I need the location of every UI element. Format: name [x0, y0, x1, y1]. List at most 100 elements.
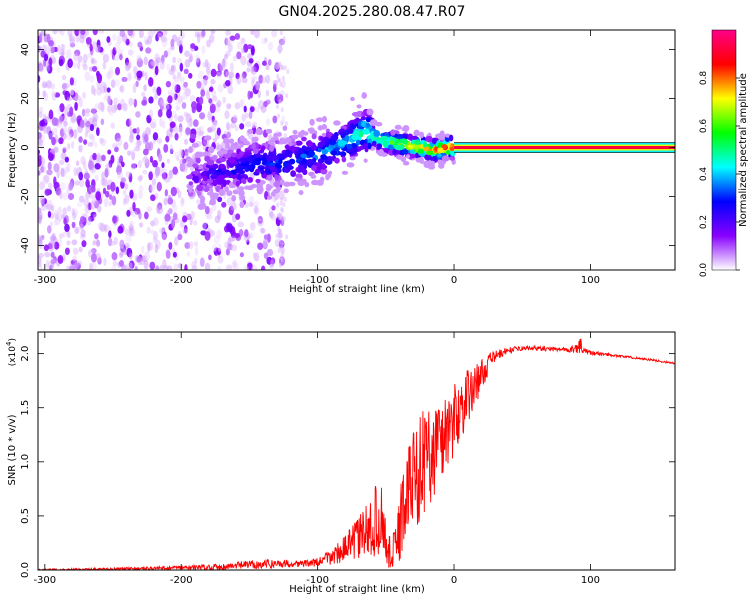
spectrogram-speckle [247, 132, 254, 140]
spectrogram-speckle [281, 215, 285, 221]
spectrogram-speckle [260, 228, 266, 234]
spectrogram-speckle [43, 175, 50, 185]
spectrogram-speckle [116, 171, 123, 179]
spectrogram-speckle [225, 248, 230, 256]
spectrogram-speckle [222, 96, 227, 104]
spectrogram-speckle [170, 186, 177, 197]
spectrogram-speckle [225, 121, 230, 131]
spectrogram-speckle [39, 139, 45, 150]
spectrogram-speckle [206, 89, 211, 100]
spectrogram-ridge-point [294, 150, 299, 156]
spectrogram-speckle [87, 141, 94, 147]
spectrogram-speckle [272, 115, 278, 124]
spectrogram-ridge-point [320, 168, 328, 175]
spectrogram-ridge-point [341, 156, 347, 163]
spectrogram-ridge-point [355, 139, 361, 146]
spectrogram-speckle [46, 261, 50, 270]
spectrogram-speckle [167, 95, 173, 104]
spectrogram-speckle [250, 65, 257, 75]
spectrogram-speckle [38, 236, 42, 243]
spectrogram-ridge-point [326, 156, 334, 162]
spectrogram-speckle [278, 49, 282, 55]
spectrogram-speckle [172, 110, 177, 119]
spectrogram-speckle [155, 56, 162, 63]
spectrogram-ridge-point [445, 137, 450, 142]
spectrogram-speckle [148, 76, 154, 87]
spectrogram-ridge-point [187, 186, 193, 193]
spectrogram-ridge-point [252, 136, 259, 142]
spectrogram-speckle [190, 211, 195, 220]
spectrogram-speckle [108, 107, 114, 116]
spectrogram-speckle [249, 201, 254, 207]
spectrogram-speckle [102, 53, 110, 63]
spectrogram-ridge-point [231, 152, 238, 158]
spectrogram-speckle [136, 255, 142, 263]
spectrogram-speckle [128, 227, 133, 237]
spectrogram-speckle [81, 108, 86, 117]
spectrogram-speckle [61, 43, 66, 52]
spectrogram-speckle [110, 122, 115, 129]
spectrogram-speckle [265, 74, 271, 84]
spectrogram-speckle [174, 151, 179, 159]
spectrogram-speckle [279, 255, 283, 261]
spectrogram-speckle [214, 215, 221, 224]
spectrogram-speckle [267, 59, 272, 66]
spectrogram-speckle [114, 42, 121, 52]
spectrogram-speckle [62, 192, 68, 201]
spectrogram-speckle [51, 240, 56, 251]
spectrogram-speckle [90, 84, 95, 95]
spectrogram-speckle [108, 66, 114, 75]
spectrogram-speckle [217, 196, 223, 203]
spectrogram-speckle [244, 229, 249, 238]
spectrogram-speckle [59, 182, 67, 191]
spectrogram-ridge-point [209, 193, 218, 201]
spectrogram-ridge-point [208, 200, 216, 206]
spectrogram-speckle [138, 184, 144, 193]
spectrogram-speckle [251, 77, 255, 84]
spectrogram-x-ticks: -300 -200 -100 0 100 [33, 30, 600, 286]
x-tick-label: 100 [581, 275, 600, 286]
spectrogram-speckle [265, 118, 271, 126]
spectrogram-speckle [38, 149, 41, 155]
spectrogram-speckle [63, 121, 68, 127]
spectrogram-speckle [94, 103, 100, 110]
y-tick-label: 0.5 [20, 508, 31, 524]
spectrogram-speckle [92, 40, 97, 50]
spectrogram-speckle [38, 154, 42, 163]
spectrogram-speckle [108, 159, 113, 168]
spectrogram-ridge-point [256, 186, 264, 194]
spectrogram-speckle [183, 68, 189, 75]
spectrogram-ridge-point [321, 132, 327, 137]
spectrogram-speckle [136, 58, 143, 68]
spectrogram-ridge-point [350, 143, 358, 148]
spectrogram-ridge-point [240, 136, 245, 141]
spectrogram-speckle [54, 92, 61, 98]
spectrogram-speckle [176, 71, 182, 79]
spectrogram-speckle [123, 141, 129, 150]
spectrogram-speckle [96, 152, 102, 162]
spectrogram-ridge-point [246, 149, 252, 156]
spectrogram-speckle [71, 207, 75, 216]
spectrogram-speckle [72, 262, 76, 270]
spectrogram-ridge-point [247, 128, 254, 135]
spectrogram-speckle [195, 102, 203, 113]
spectrogram-ridge-point [252, 147, 259, 155]
spectrogram-ridge-point [288, 142, 293, 147]
spectrogram-speckle [56, 67, 61, 74]
spectrogram-speckle [277, 232, 282, 239]
spectrogram-speckle [196, 57, 201, 68]
colorbar-tick-label: 0.6 [699, 119, 709, 134]
spectrogram-speckle [99, 223, 106, 232]
spectrogram-speckle [90, 201, 96, 211]
spectrogram-speckle [66, 96, 73, 102]
spectrogram-speckle [136, 70, 143, 79]
spectrogram-speckle [172, 251, 177, 258]
spectrogram-speckle [125, 38, 130, 46]
spectrogram-speckle [249, 221, 256, 231]
spectrogram-speckle [91, 248, 97, 254]
spectrogram-speckle [150, 121, 157, 129]
spectrogram-speckle [242, 71, 247, 79]
spectrogram-speckle [165, 135, 170, 143]
spectrogram-speckle [170, 65, 175, 71]
spectrogram-speckle [43, 92, 49, 102]
